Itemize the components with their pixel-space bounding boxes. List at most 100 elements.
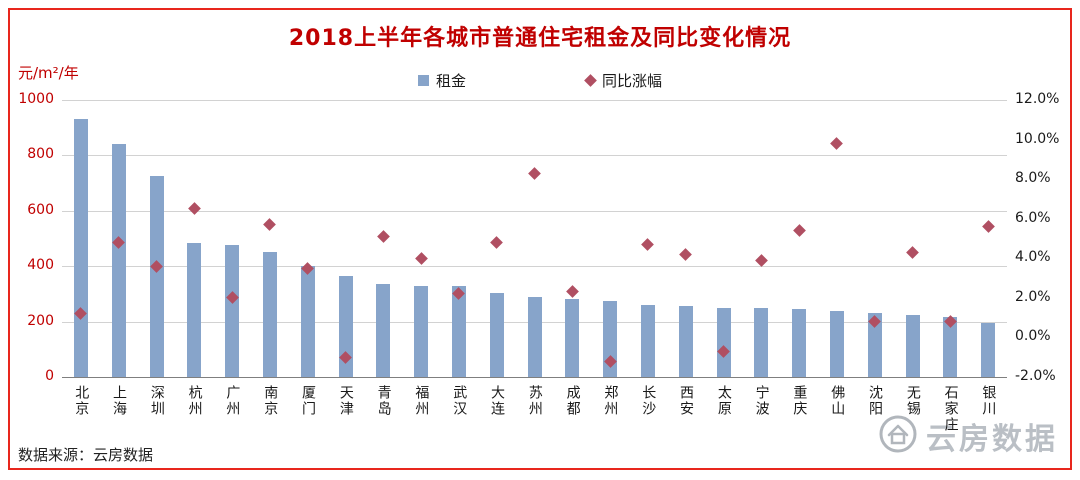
yoy-diamond	[528, 166, 541, 180]
rent-bar	[943, 317, 958, 377]
x-axis-city-label: 沈阳	[856, 385, 894, 443]
x-axis-city-label-text: 厦门	[300, 385, 317, 417]
x-axis-city-label: 石家庄	[931, 385, 969, 443]
x-axis-city-label: 大连	[478, 385, 516, 443]
yoy-diamond	[641, 238, 655, 251]
rent-bar	[376, 284, 391, 377]
x-axis-city-label: 成都	[553, 385, 591, 443]
rent-bar	[111, 144, 126, 377]
rent-bar	[565, 299, 580, 377]
gridline	[62, 100, 1007, 101]
x-axis-city-label-text: 苏州	[526, 385, 543, 417]
rent-bar	[149, 176, 164, 377]
yoy-diamond	[679, 247, 693, 261]
yoy-diamond	[565, 285, 579, 299]
x-axis-city-label: 郑州	[591, 385, 629, 443]
x-axis-city-label-text: 石家庄	[942, 385, 959, 433]
gridline	[62, 155, 1007, 157]
x-axis-city-label: 西安	[667, 385, 705, 443]
rent-bar	[754, 307, 769, 377]
x-axis-city-label-text: 南京	[262, 385, 279, 417]
x-axis-city-label-text: 重庆	[791, 385, 808, 417]
left-axis-tick-label: 0	[45, 368, 54, 384]
legend-label-rent: 租金	[435, 72, 466, 90]
rent-bar	[73, 119, 88, 377]
yoy-diamond	[830, 137, 844, 150]
yoy-diamond	[792, 224, 806, 237]
x-axis-city-label-text: 广州	[224, 385, 241, 417]
rent-bar	[338, 275, 353, 377]
chart-frame: 2018上半年各城市普通住宅租金及同比变化情况 元/m²/年 租金 同比涨幅 数…	[8, 8, 1072, 470]
rent-bar	[451, 285, 466, 377]
x-axis-city-label-text: 成都	[564, 385, 581, 417]
x-axis-city-label-text: 宁波	[753, 385, 770, 417]
x-axis-city-label: 长沙	[629, 385, 667, 443]
data-source-note: 数据来源：云房数据	[18, 446, 154, 464]
right-axis-tick-label: 0.0%	[1015, 328, 1051, 345]
x-axis-city-label-text: 福州	[413, 385, 430, 417]
yoy-diamond	[906, 245, 919, 259]
legend-label-yoy: 同比涨幅	[602, 72, 663, 90]
gridline	[62, 266, 1007, 268]
yunfang-house-logo-icon	[878, 414, 918, 458]
left-axis-tick-label: 800	[27, 146, 54, 163]
watermark-logo: 云房数据	[878, 414, 1058, 458]
gridline	[62, 377, 1007, 378]
x-axis-city-label: 杭州	[175, 385, 213, 443]
yoy-diamond-swatch-icon	[584, 74, 597, 87]
right-axis-tick-label: 4.0%	[1015, 249, 1051, 266]
x-axis-city-label: 厦门	[289, 385, 327, 443]
yoy-diamond	[376, 230, 390, 243]
right-axis-tick-label: 10.0%	[1015, 130, 1060, 147]
rent-bar	[187, 242, 202, 377]
left-axis-tick-label: 200	[27, 312, 54, 329]
yoy-diamond	[187, 202, 201, 216]
left-axis-tick-label: 600	[27, 201, 54, 218]
left-axis-unit-label: 元/m²/年	[18, 64, 79, 82]
x-axis-city-label: 福州	[402, 385, 440, 443]
legend: 租金 同比涨幅	[10, 70, 1070, 91]
watermark-logo-text: 云房数据	[926, 422, 1058, 457]
x-axis-city-label: 南京	[251, 385, 289, 443]
x-axis-city-label-text: 沈阳	[867, 385, 884, 417]
rent-bar	[414, 285, 429, 377]
yoy-diamond	[981, 220, 995, 233]
right-axis-tick-label: 6.0%	[1015, 209, 1051, 226]
x-axis-city-label-text: 大连	[489, 385, 506, 417]
legend-item-rent: 租金	[417, 70, 466, 91]
x-axis-city-label: 银川	[969, 385, 1007, 443]
right-axis-tick-label: 8.0%	[1015, 170, 1051, 187]
x-axis-city-label: 无锡	[894, 385, 932, 443]
x-axis-city-label-text: 长沙	[640, 385, 657, 417]
legend-item-yoy: 同比涨幅	[584, 70, 663, 91]
rent-bar	[981, 322, 996, 377]
rent-bar-swatch-icon	[417, 75, 429, 86]
left-axis-tick-label: 400	[27, 257, 54, 274]
x-axis-city-label-text: 西安	[678, 385, 695, 417]
x-axis-city-label: 宁波	[742, 385, 780, 443]
rent-bar	[262, 252, 277, 377]
x-axis-city-label-text: 杭州	[186, 385, 203, 417]
rent-bar	[527, 296, 542, 377]
rent-bar	[640, 304, 655, 377]
yoy-diamond	[414, 251, 428, 265]
rent-bar	[678, 306, 693, 377]
gridline	[62, 210, 1007, 212]
rent-bar	[792, 309, 807, 377]
x-axis-city-label-text: 无锡	[904, 385, 921, 417]
x-axis-city-label: 佛山	[818, 385, 856, 443]
rent-bar	[225, 245, 240, 377]
rent-bar	[489, 292, 504, 377]
yoy-diamond	[490, 236, 504, 249]
x-axis-city-label: 广州	[213, 385, 251, 443]
x-axis-city-label: 青岛	[364, 385, 402, 443]
yoy-diamond	[754, 253, 768, 267]
chart-title: 2018上半年各城市普通住宅租金及同比变化情况	[288, 26, 792, 51]
rent-bar	[716, 307, 731, 377]
x-axis-city-label-text: 青岛	[375, 385, 392, 417]
x-axis-city-label: 北京	[62, 385, 100, 443]
x-axis-city-label-text: 上海	[111, 385, 128, 417]
x-axis-city-label-text: 天津	[337, 385, 354, 417]
x-axis-city-label: 重庆	[780, 385, 818, 443]
rent-bar	[905, 314, 920, 377]
